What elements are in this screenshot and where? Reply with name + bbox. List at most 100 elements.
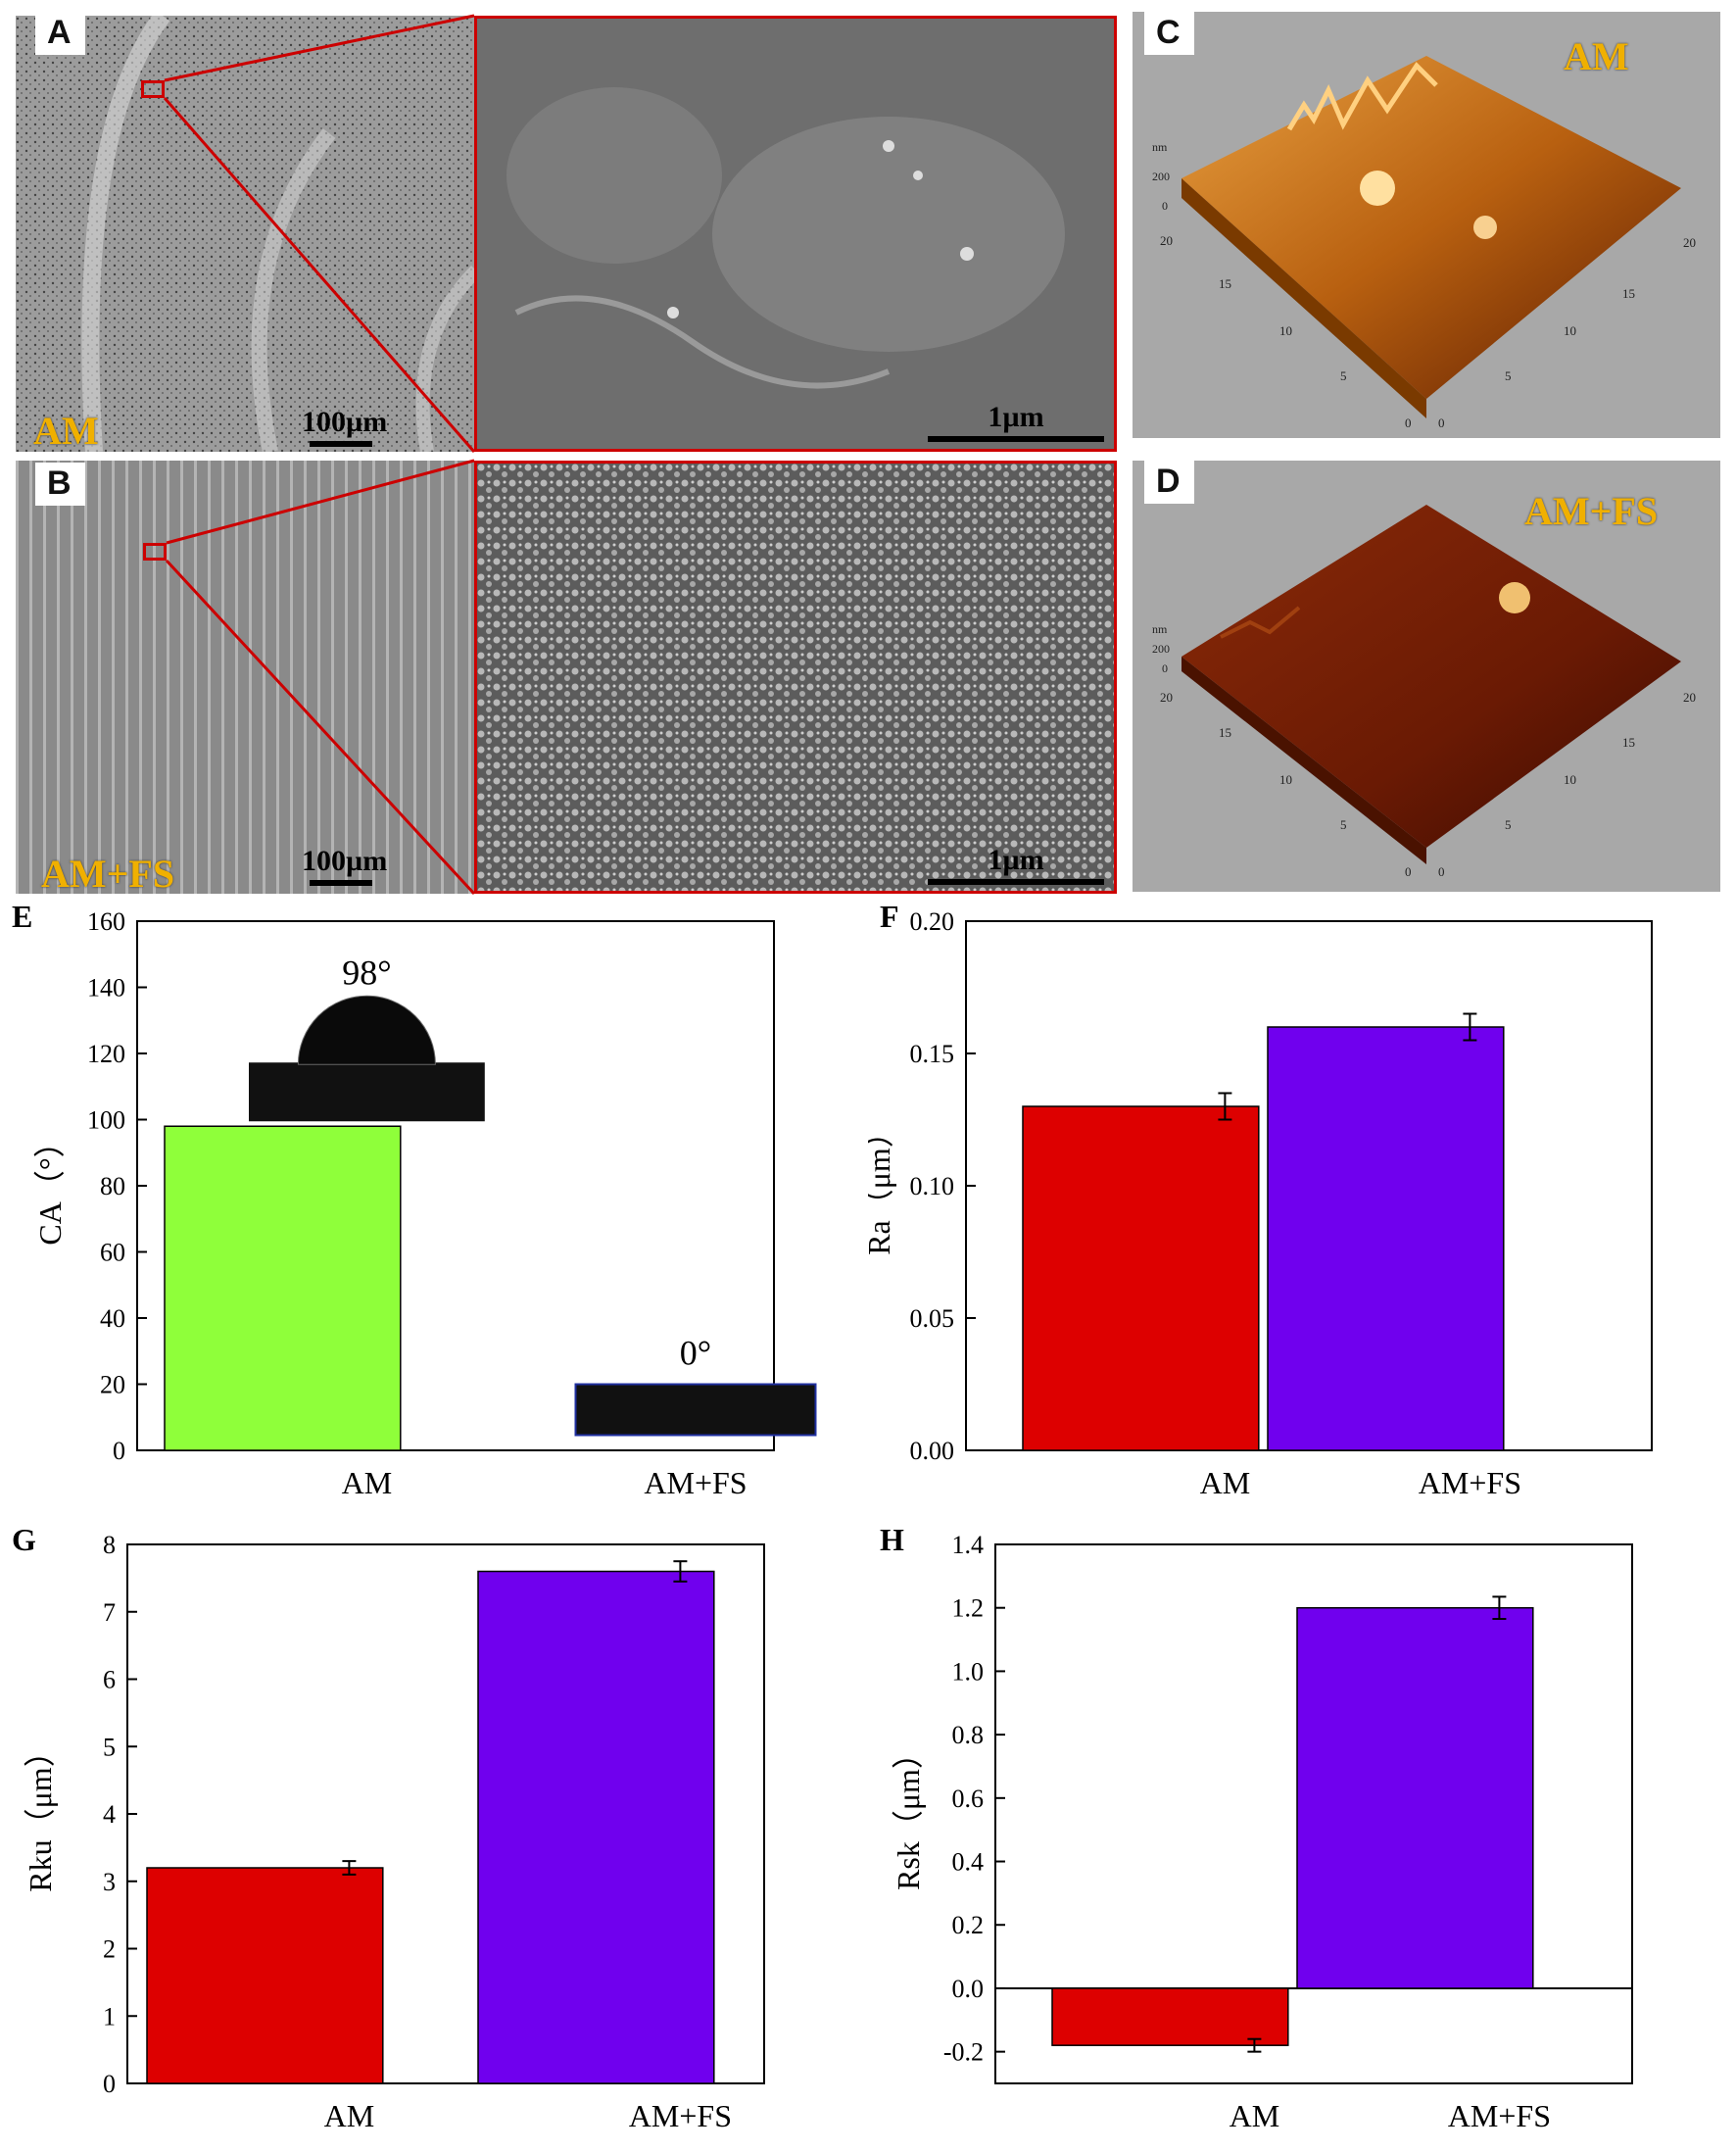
- sample-label-b: AM+FS: [41, 852, 175, 894]
- y-tick-label: 20: [100, 1371, 125, 1399]
- sem-image-amfs-high: 1µm: [474, 461, 1117, 894]
- afm-d-y-5: 5: [1505, 817, 1512, 832]
- sem-image-am-low: AM 100µm: [16, 16, 476, 452]
- panel-letter-b: B: [35, 463, 85, 506]
- chart-h-rsk: H -0.2 0.0 0.2 0.4 0.6 0.8 1.0 1.2 1.4 Rsk（μm） AM AM…: [880, 1525, 1633, 2133]
- y-tick-label: 1.0: [952, 1657, 985, 1686]
- y-tick-label: 0: [103, 2070, 116, 2098]
- y-tick-label: 0.00: [910, 1437, 955, 1465]
- bar-am: [146, 1867, 384, 2084]
- y-tick-label: 3: [103, 1868, 116, 1896]
- y-tick-label: 0.20: [910, 907, 955, 936]
- y-tick-label: 100: [87, 1106, 125, 1135]
- y-tick-label: 0.6: [952, 1785, 985, 1813]
- panel-letter-h: H: [880, 1525, 904, 1557]
- y-tick-label: 0.15: [910, 1040, 955, 1068]
- ca-annotation-amfs: 0°: [680, 1334, 711, 1373]
- afm-c-x-10: 10: [1279, 323, 1292, 338]
- sem-texture-am-high: [477, 19, 1114, 449]
- sem-image-am-high: 1µm: [474, 16, 1117, 452]
- y-tick-label: 0.2: [952, 1911, 985, 1939]
- bar-am: [1051, 1987, 1289, 2046]
- afm-surface-amfs: nm 200 0 20 15 10 5 0 20 15 10 5 0: [1152, 505, 1696, 879]
- afm-d-z-200: 200: [1152, 642, 1170, 656]
- chart-f-ra: F 0.00 0.05 0.10 0.15 0.20 Ra（μm） AM AM+FS: [868, 902, 1653, 1500]
- afm-d-y-0: 0: [1438, 864, 1445, 879]
- x-tick-label: AM+FS: [1448, 2098, 1551, 2133]
- afm-d-y-20: 20: [1683, 690, 1696, 705]
- afm-d-x-10: 10: [1279, 772, 1292, 787]
- y-tick-label: 4: [103, 1800, 116, 1829]
- y-tick-label: 1.4: [952, 1531, 985, 1559]
- chart-g-rku: G 0 1 2 3 4 5 6 7 8 Rku（μm） AM AM+FS: [12, 1525, 765, 2133]
- sample-label-a: AM: [33, 409, 99, 452]
- afm-c-y-0: 0: [1438, 416, 1445, 430]
- y-tick-label: 5: [103, 1733, 116, 1761]
- afm-d-x-20: 20: [1160, 690, 1173, 705]
- y-tick-label: -0.2: [943, 2038, 984, 2067]
- panel-letter-d: D: [1144, 461, 1194, 504]
- y-tick-label: 1.2: [952, 1594, 985, 1623]
- y-tick-label: 7: [103, 1598, 116, 1627]
- scalebar-a-left-label: 100µm: [302, 406, 388, 438]
- bar-am: [164, 1125, 402, 1451]
- y-tick-label: 120: [87, 1040, 125, 1068]
- x-tick-label: AM: [1230, 2098, 1280, 2133]
- scalebar-a-right: 1µm: [928, 401, 1104, 442]
- panel-letter-e: E: [12, 902, 32, 934]
- y-tick-label: 2: [103, 1935, 116, 1964]
- x-tick-label: AM+FS: [644, 1465, 747, 1500]
- y-axis-label: CA（°）: [32, 1126, 68, 1245]
- afm-c-x-20: 20: [1160, 233, 1173, 248]
- sem-texture-amfs-high: [477, 464, 1114, 891]
- y-tick-label: 160: [87, 907, 125, 936]
- panel-letter-c: C: [1144, 12, 1194, 55]
- afm-d-x-5: 5: [1340, 817, 1347, 832]
- scalebar-b-left: 100µm: [302, 845, 387, 886]
- bar-am-fs: [477, 1570, 715, 2084]
- afm-d-x-0: 0: [1405, 864, 1412, 879]
- x-tick-label: AM: [1200, 1465, 1251, 1500]
- panel-letter-a: A: [35, 12, 85, 55]
- bar-am-fs: [1296, 1606, 1534, 1989]
- x-tick-label: AM+FS: [629, 2098, 732, 2133]
- zoom-region-b: [143, 543, 167, 561]
- droplet-icon: [297, 995, 436, 1065]
- y-tick-label: 60: [100, 1239, 125, 1267]
- bar-am-fs: [1267, 1026, 1505, 1451]
- afm-c-z-0: 0: [1162, 199, 1168, 213]
- y-axis-label: Ra（μm）: [868, 1116, 896, 1255]
- x-tick-label: AM: [342, 1465, 393, 1500]
- ca-annotation-am: 98°: [342, 953, 391, 992]
- plot-frame: [994, 1543, 1633, 2084]
- afm-d-unit: nm: [1152, 622, 1168, 636]
- sem-texture-amfs: [16, 461, 476, 894]
- y-tick-label: 1: [103, 2002, 116, 2030]
- scalebar-b-right-label: 1µm: [988, 844, 1044, 876]
- y-axis-label: Rsk（μm）: [891, 1737, 926, 1890]
- scalebar-b-right: 1µm: [928, 844, 1104, 885]
- afm-d-x-15: 15: [1219, 725, 1231, 740]
- x-tick-label: AM: [324, 2098, 375, 2133]
- y-tick-label: 0.10: [910, 1172, 955, 1200]
- afm-c-y-10: 10: [1564, 323, 1576, 338]
- scalebar-a-left: 100µm: [302, 406, 387, 447]
- afm-d-y-15: 15: [1622, 735, 1635, 750]
- afm-c-x-0: 0: [1405, 416, 1412, 430]
- afm-image-amfs: nm 200 0 20 15 10 5 0 20 15 10 5 0 AM+FS: [1133, 461, 1720, 892]
- afm-surface-am: nm 200 0 20 15 10 5 0 20 15 10 5 0: [1152, 56, 1696, 430]
- afm-c-unit: nm: [1152, 140, 1168, 154]
- scalebar-a-right-label: 1µm: [988, 401, 1044, 433]
- panel-letter-g: G: [12, 1525, 36, 1557]
- scalebar-b-left-label: 100µm: [302, 845, 388, 877]
- y-tick-label: 6: [103, 1666, 116, 1694]
- y-tick-label: 0.0: [952, 1975, 985, 2003]
- y-tick-label: 0.05: [910, 1304, 955, 1333]
- sample-label-d: AM+FS: [1524, 489, 1659, 533]
- afm-c-x-5: 5: [1340, 368, 1347, 383]
- afm-c-y-20: 20: [1683, 235, 1696, 250]
- y-tick-label: 40: [100, 1304, 125, 1333]
- afm-c-z-200: 200: [1152, 170, 1170, 183]
- droplet-inset-amfs: [574, 1383, 817, 1437]
- chart-e-contact-angle: E 0 20 40 60 80 100 120 140 160 CA（°） AM 98° AM+FS 0°: [12, 902, 817, 1500]
